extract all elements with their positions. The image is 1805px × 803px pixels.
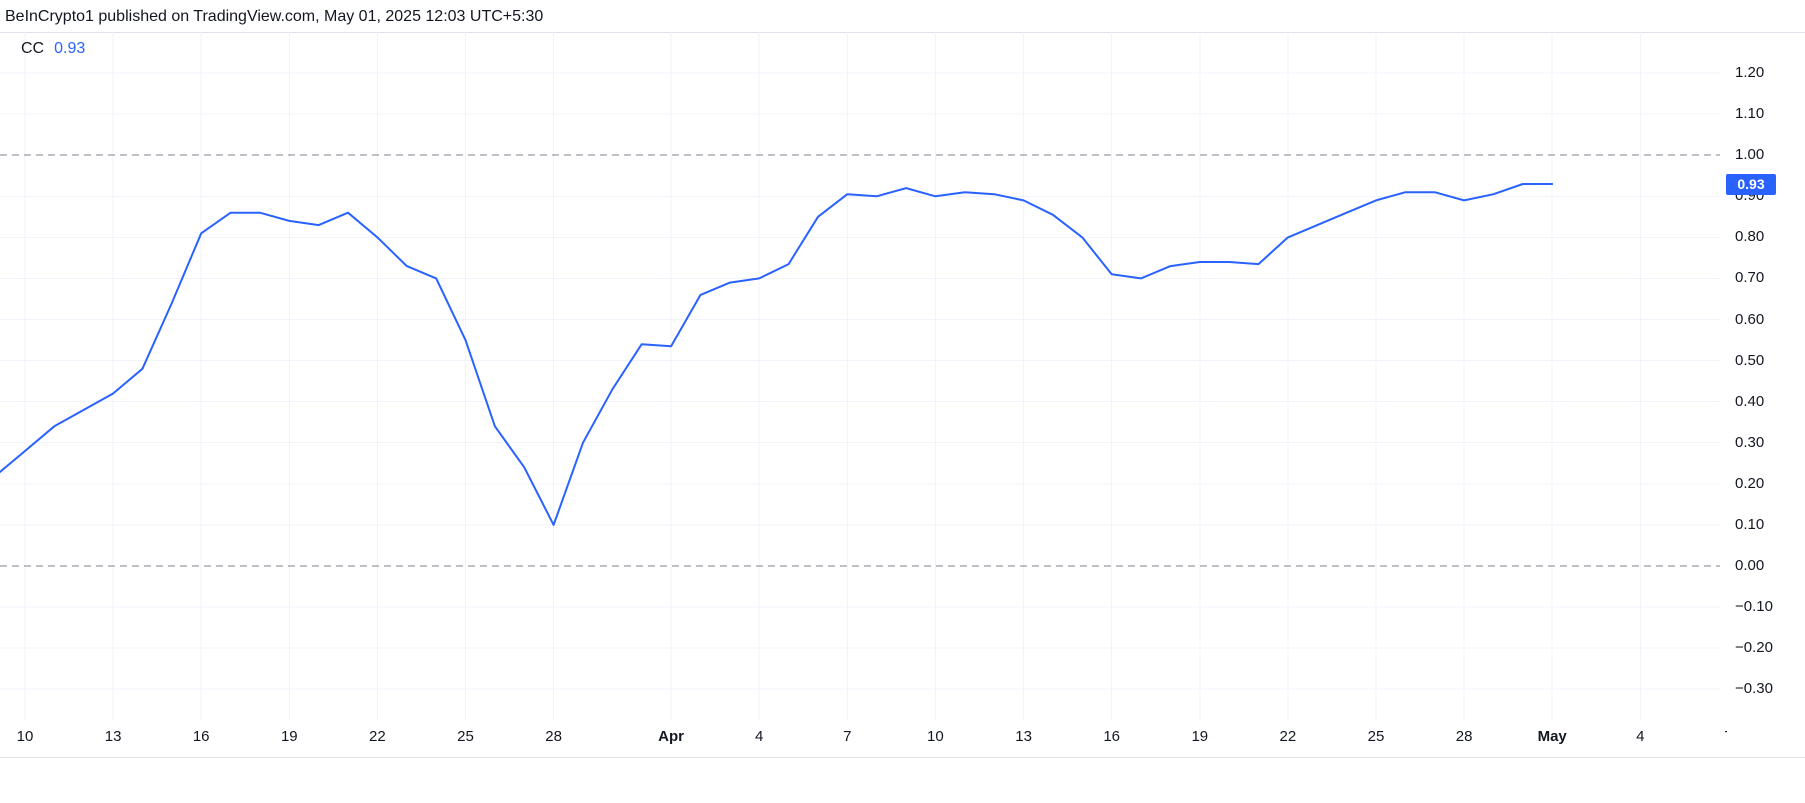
price-axis-tick-label: 0.10	[1735, 515, 1765, 533]
price-axis-tick-label: 1.00	[1735, 146, 1765, 164]
time-axis-tick-label: 16	[192, 728, 210, 745]
price-axis-tick-label: 0.20	[1735, 474, 1765, 492]
publish-attribution-title: BeInCrypto1 published on TradingView.com…	[5, 8, 544, 25]
time-axis-tick-label: 16	[1103, 728, 1121, 745]
time-axis-tick-label: 13	[104, 728, 122, 745]
price-axis-tick-label: −0.20	[1735, 639, 1773, 657]
price-axis-tick-label: 0.50	[1735, 351, 1765, 369]
indicator-value-label: 0.93	[54, 40, 86, 57]
price-axis-tick-label: 0.80	[1735, 228, 1765, 246]
time-axis-tick-label: 13	[1015, 728, 1032, 745]
plot-top-border	[0, 32, 1805, 33]
price-axis-tick-label: 0.40	[1735, 392, 1765, 410]
time-axis-tick-label: 25	[457, 728, 474, 745]
time-axis-tick-label: 28	[1455, 728, 1473, 745]
time-axis-tick-label: 10	[16, 728, 34, 745]
time-axis-tick-label: 7	[1724, 728, 1727, 745]
price-axis-tick-label: 0.00	[1735, 557, 1765, 574]
time-axis-tick-label: 28	[545, 728, 562, 745]
footer-bar: TradingView	[0, 758, 1805, 803]
time-axis-tick-label: Apr	[658, 728, 685, 745]
time-axis-tick-label: 4	[755, 728, 764, 745]
price-axis-tick-label: 1.10	[1735, 105, 1765, 123]
indicator-legend: CC 0.93	[21, 40, 85, 57]
time-axis-tick-label: 19	[280, 728, 298, 745]
time-axis-tick-label: 22	[1279, 728, 1297, 745]
price-axis-tick-label: 0.30	[1735, 433, 1765, 451]
price-axis-tick-label: −0.10	[1735, 598, 1773, 615]
chart-bottom-border	[0, 757, 1805, 758]
last-value-badge: 0.93	[1726, 173, 1776, 195]
time-axis-tick-label: May	[1537, 728, 1567, 745]
time-axis-tick-label: 25	[1367, 728, 1385, 745]
indicator-name-label: CC	[21, 40, 45, 57]
time-axis-tick-label: 10	[927, 728, 944, 745]
price-axis-tick-label: 1.20	[1735, 64, 1765, 82]
time-axis-tick-label: 22	[369, 728, 386, 745]
time-axis: 10 13 16 19 22 25 28 Apr 4 7 10 13 16 19 22 25 28 May 4 7	[0, 720, 1727, 757]
time-axis-tick-label: 7	[843, 728, 852, 745]
cc-line-chart-plot	[0, 32, 1720, 720]
price-axis-tick-label: 0.60	[1735, 310, 1765, 328]
price-axis-tick-label: 0.70	[1735, 269, 1765, 287]
cc-series-line	[0, 183, 1554, 526]
time-axis-tick-label: 4	[1636, 728, 1645, 745]
price-axis-tick-label: −0.30	[1735, 680, 1773, 698]
time-axis-tick-label: 19	[1191, 728, 1209, 745]
